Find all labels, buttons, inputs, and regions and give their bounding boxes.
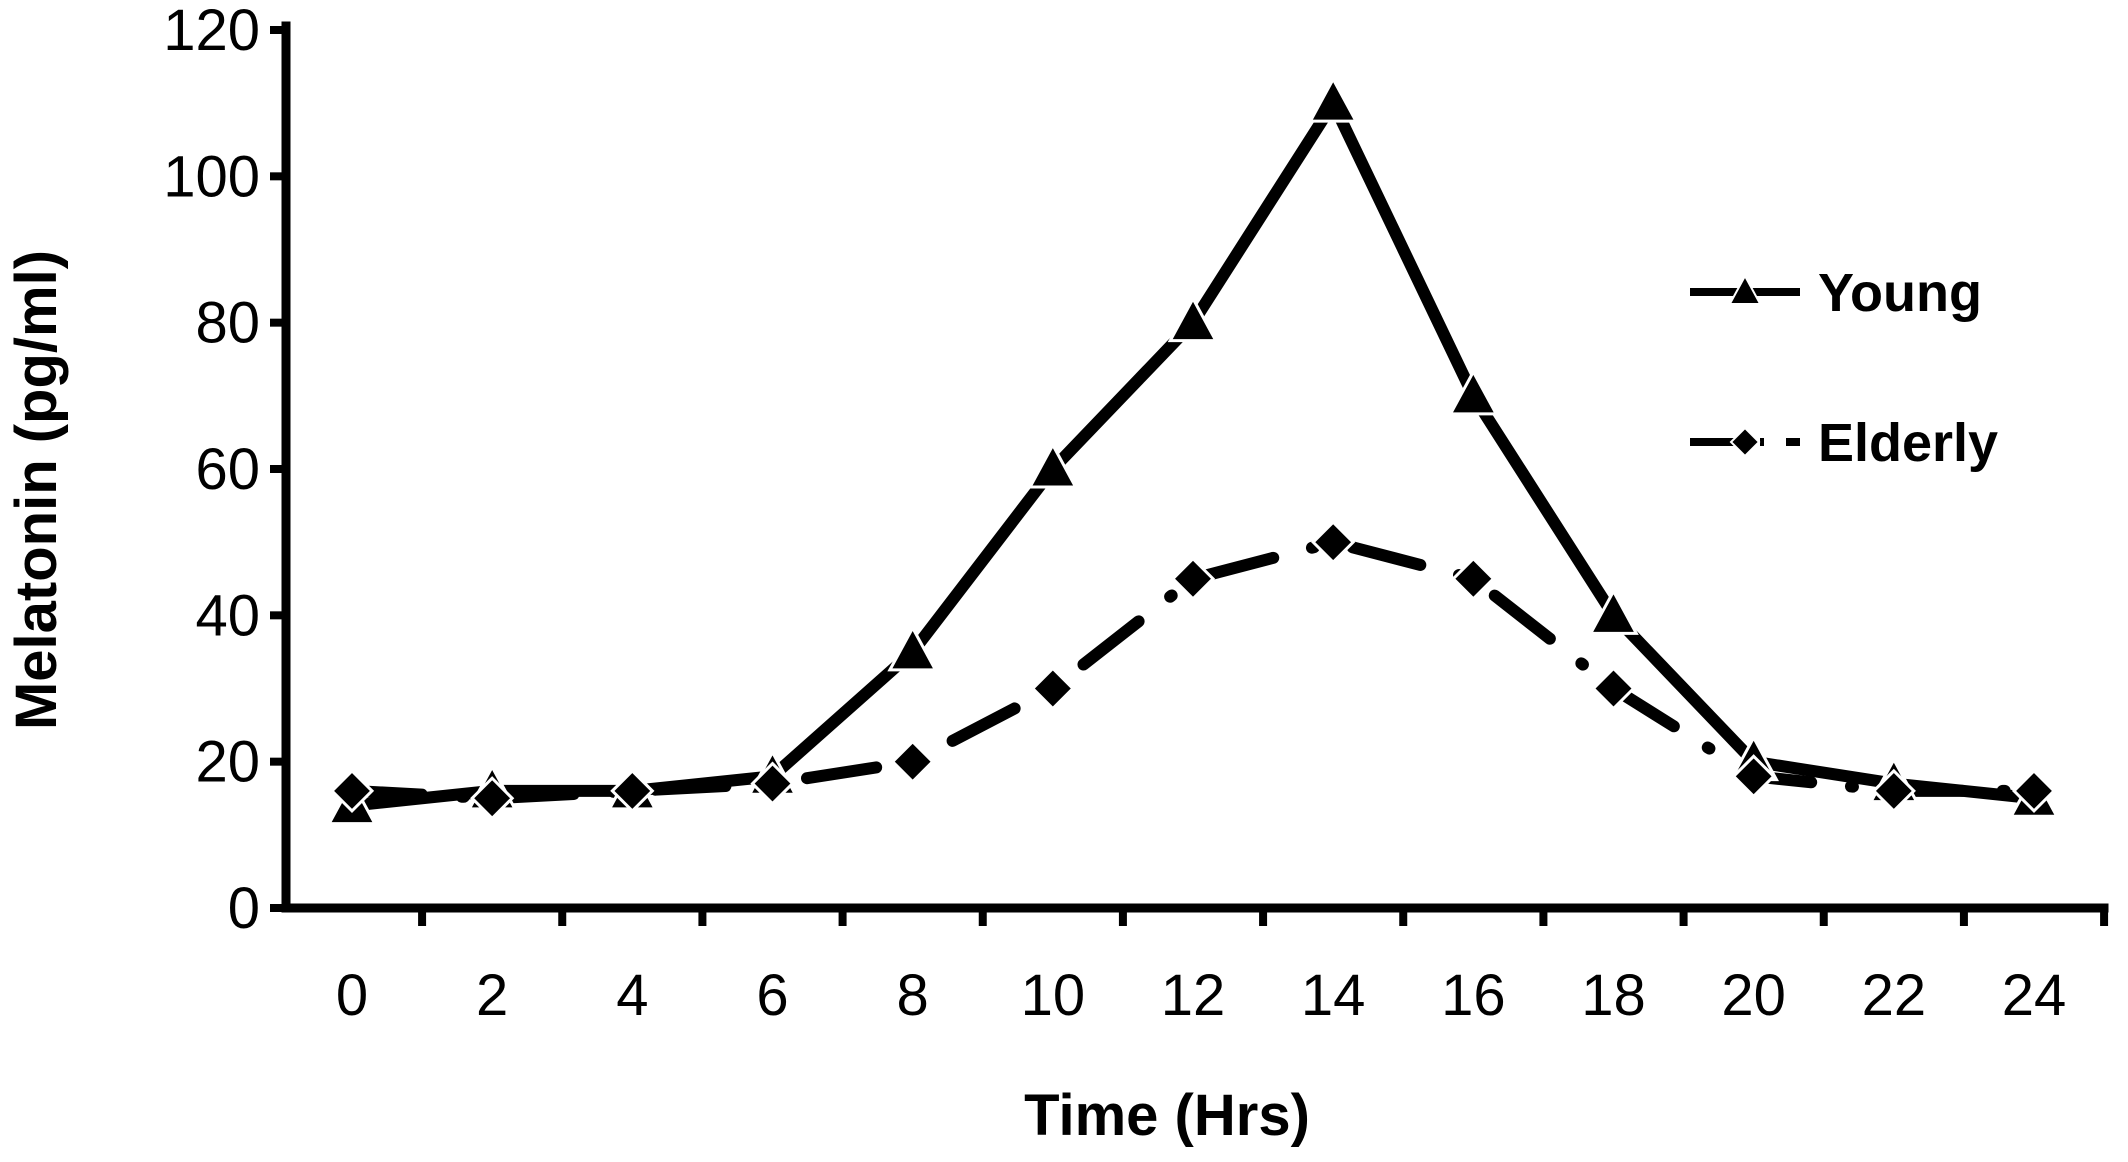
data-point-young bbox=[1588, 588, 1639, 635]
x-tick-label: 16 bbox=[1441, 963, 1506, 1028]
y-tick-label: 0 bbox=[228, 876, 260, 941]
x-tick-label: 14 bbox=[1301, 963, 1366, 1028]
series-lines bbox=[346, 97, 2040, 812]
data-point-young bbox=[1167, 295, 1219, 343]
data-point-elderly bbox=[1731, 754, 1776, 799]
data-point-elderly bbox=[470, 776, 515, 821]
y-tick-label: 100 bbox=[163, 144, 260, 209]
axes bbox=[270, 21, 2109, 926]
legend-label-young: Young bbox=[1818, 263, 1982, 323]
data-point-elderly bbox=[1871, 768, 1916, 814]
data-point-elderly bbox=[750, 761, 795, 806]
x-tick-label: 22 bbox=[1862, 963, 1927, 1028]
legend-marker-elderly bbox=[1729, 426, 1761, 458]
x-tick-label: 6 bbox=[756, 963, 788, 1028]
series-markers bbox=[326, 76, 2060, 826]
legend: Young Elderly bbox=[1690, 263, 1998, 473]
data-point-elderly bbox=[890, 739, 935, 784]
data-point-young bbox=[887, 624, 938, 672]
data-point-young bbox=[1027, 441, 1079, 489]
data-point-young bbox=[1448, 368, 1499, 416]
x-axis-title: Time (Hrs) bbox=[1024, 1083, 1310, 1148]
y-tick-label: 60 bbox=[195, 437, 260, 502]
x-tick-label: 2 bbox=[476, 963, 508, 1028]
x-tick-label: 8 bbox=[897, 963, 929, 1028]
legend-label-elderly: Elderly bbox=[1818, 413, 1998, 473]
data-point-elderly bbox=[1311, 520, 1356, 565]
y-axis-title: Melatonin (pg/ml) bbox=[4, 250, 69, 730]
x-tick-label: 4 bbox=[616, 963, 648, 1028]
y-tick-label: 120 bbox=[163, 0, 260, 63]
x-tick-label: 10 bbox=[1021, 963, 1086, 1028]
series-line-young bbox=[346, 97, 2040, 812]
data-point-elderly bbox=[1591, 666, 1636, 711]
data-point-elderly bbox=[610, 768, 655, 814]
x-tick-label: 12 bbox=[1161, 963, 1226, 1028]
data-point-elderly bbox=[329, 768, 375, 814]
y-tick-label: 20 bbox=[195, 730, 260, 795]
data-point-elderly bbox=[1451, 556, 1496, 601]
legend-marker-young bbox=[1728, 273, 1762, 305]
y-tick-label: 80 bbox=[195, 291, 260, 356]
data-point-elderly bbox=[1030, 666, 1075, 711]
data-point-young bbox=[1307, 76, 1359, 123]
y-tick-label: 40 bbox=[195, 583, 260, 648]
x-tick-label: 0 bbox=[336, 963, 368, 1028]
x-tick-label: 18 bbox=[1581, 963, 1646, 1028]
x-tick-label: 24 bbox=[2002, 963, 2067, 1028]
data-point-elderly bbox=[2011, 768, 2057, 814]
data-point-elderly bbox=[1170, 556, 1216, 601]
x-tick-label: 20 bbox=[1721, 963, 1786, 1028]
